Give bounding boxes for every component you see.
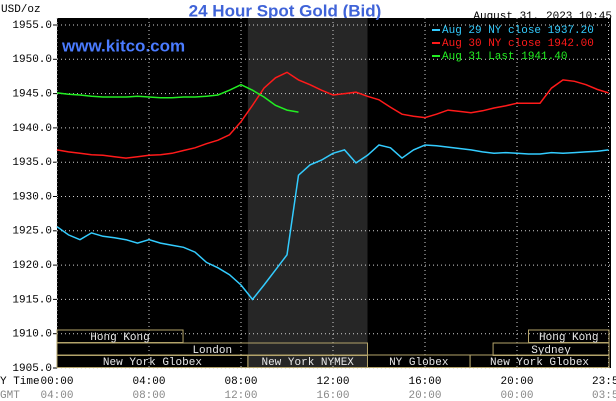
units-label: USD/oz [1,4,41,16]
x-row-label: Y Time [0,376,40,388]
y-tick-label: 1905.0 [12,363,52,375]
legend-label: Aug 29 NY close 1937.20 [442,25,594,37]
session-label: Hong Kong [539,332,598,344]
price-line [56,144,609,301]
session-label: New York Globex [490,357,589,369]
x2-row-label: GMT [0,390,20,401]
x2-tick-label: 20:00 [408,390,441,401]
x2-tick-label: 00:00 [500,390,533,401]
x2-tick-label: 08:00 [132,390,165,401]
y-tick-label: 1955.0 [12,20,52,32]
session-label: Sydney [531,345,571,357]
x2-tick-label: 12:00 [224,390,257,401]
session-label: London [192,345,232,357]
y-tick-label: 1920.0 [12,260,52,272]
y-tick-label: 1925.0 [12,226,52,238]
x-tick-label: 04:00 [132,376,165,388]
session-label: NY Globex [389,357,449,369]
y-tick-label: 1950.0 [12,54,52,66]
session-box [469,354,610,368]
session-label: New York NYMEX [261,357,354,369]
y-tick-label: 1910.0 [12,329,52,341]
timestamp: August 31, 2023 10:45 [473,11,612,23]
x2-tick-label: 04:00 [40,390,73,401]
session-label: New York Globex [103,357,202,369]
legend-label: Aug 31 Last 1941.40 [442,51,567,63]
x-tick-label: 12:00 [316,376,349,388]
x-tick-label: 16:00 [408,376,441,388]
session-label: Hong Kong [90,332,149,344]
x2-tick-label: 16:00 [316,390,349,401]
session-highlight [247,18,368,368]
y-tick-label: 1940.0 [12,123,52,135]
chart-title: 24 Hour Spot Gold (Bid) [189,1,382,20]
watermark: www.kitco.com [61,36,185,55]
y-tick-label: 1930.0 [12,191,52,203]
price-line [56,83,299,113]
y-tick-label: 1915.0 [12,294,52,306]
y-tick-label: 1945.0 [12,89,52,101]
x-tick-label: 00:00 [40,376,73,388]
y-tick-label: 1935.0 [12,157,52,169]
x2-tick-label: 03:59 [592,390,616,401]
x-tick-label: 23:59 [592,376,616,388]
price-line [56,71,609,159]
x-tick-label: 20:00 [500,376,533,388]
legend-label: Aug 30 NY close 1942.00 [442,38,594,50]
x-tick-label: 08:00 [224,376,257,388]
